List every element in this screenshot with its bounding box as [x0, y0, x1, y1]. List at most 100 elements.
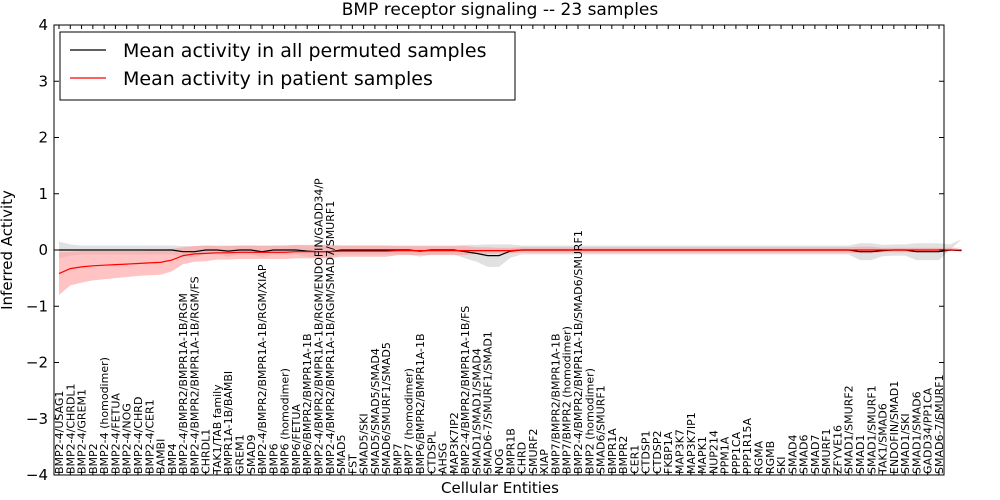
- x-category-label: SMAD1/SMURF2: [843, 385, 856, 474]
- x-category-label: BMP2-4/CER1: [143, 399, 156, 474]
- x-category-label: BMP2 (homodimer): [583, 368, 596, 474]
- x-category-label: SMAD6/SMURF1/SMAD5: [380, 342, 393, 474]
- x-category-label: BMP2-4/BMPR2/BMPR1A-1B/FS: [459, 306, 472, 474]
- x-category-label: BMPR1B: [504, 428, 517, 474]
- x-category-label: BMP2-4/BMPR2/BMPR1A-1B/SMAD6/SMURF1: [572, 230, 585, 474]
- x-category-label: BMP2-4 (homodimer): [98, 357, 111, 474]
- x-category-label: MAP3K7IP1: [685, 412, 698, 474]
- x-category-label: BMP7: [392, 443, 405, 474]
- x-category-label: SMAD6: [798, 435, 811, 474]
- plot-frame: [53, 24, 945, 476]
- x-category-label: CHRDL1: [200, 429, 213, 474]
- x-category-label: MAP3K7: [674, 429, 687, 474]
- legend-box: [59, 31, 516, 101]
- confidence-bands: [59, 239, 962, 295]
- x-category-label: BMPR1A: [606, 428, 619, 474]
- x-category-label: BMP2-4/BMPR2/BMPR1A-1B/RGM/SMAD7/SMURF1: [324, 201, 337, 474]
- x-category-label: SMAD5/SKI: [358, 413, 371, 474]
- x-category-label: SMURF2: [527, 429, 540, 475]
- y-tick-label: −2: [26, 354, 48, 372]
- y-axis-label: Inferred Activity: [0, 190, 16, 310]
- x-category-label: SMAD6/SMURF1: [595, 385, 608, 474]
- legend: Mean activity in all permuted samples Me…: [59, 31, 516, 101]
- x-category-label: BMP7 (homodimer): [403, 368, 416, 474]
- x-axis: BMP2-4/USAG1BMP2-4/CHRDL1BMP2-4/GREM1BMP…: [53, 25, 946, 475]
- x-category-label: NUP214: [707, 430, 720, 474]
- x-category-label: PPP1CA: [730, 431, 743, 474]
- y-axis: −4 −3 −2 −1 0 1 2 3 4: [26, 16, 944, 484]
- x-category-label: SMAD4: [786, 435, 799, 474]
- x-category-label: BMP2-4/USAG1: [53, 391, 66, 474]
- x-category-label: SKI: [775, 457, 788, 474]
- x-category-label: FST: [346, 454, 359, 474]
- x-category-label: SMAD6-7/SMURF1: [933, 374, 946, 474]
- series-lines: [58, 249, 962, 275]
- x-category-label: SMAD7: [809, 435, 822, 474]
- x-category-label: BMP2-4/CHRD: [132, 397, 145, 474]
- x-category-label: SMAD1/SMAD1/SMAD4: [470, 348, 483, 474]
- y-tick-label: 4: [38, 16, 48, 34]
- x-category-label: BMP6 (homodimer): [279, 368, 292, 474]
- x-category-label: BMP2-4/BMPR2/BMPR1A-1B/RGM: [177, 293, 190, 474]
- y-tick-label: 3: [38, 72, 48, 90]
- x-category-label: GREM1: [234, 434, 247, 474]
- x-category-label: ZFYVE16: [832, 425, 845, 474]
- x-category-label: SMAD1/SKI: [899, 413, 912, 474]
- line-patient: [58, 249, 962, 275]
- x-category-label: BMP2-4/BMPR2/BMPR1A-1B/RGM/XIAP: [256, 264, 269, 474]
- x-category-label: BAMBI: [155, 439, 168, 474]
- x-category-label: BMP6/BMPR2/BMPR1A-1B: [301, 333, 314, 474]
- x-category-label: BMP6/FETUA: [290, 404, 303, 474]
- x-category-label: RGMB: [764, 441, 777, 474]
- x-category-label: SMAD5: [335, 435, 348, 474]
- x-category-label: ENDOFIN/SMAD1: [888, 381, 901, 474]
- x-category-label: CTDSPL: [425, 431, 438, 474]
- x-category-label: BMP2: [87, 443, 100, 474]
- x-category-label: SMAD1/SMURF1: [865, 385, 878, 474]
- x-category-label: SMURF1: [820, 429, 833, 475]
- x-category-label: PPP1R15A: [741, 417, 754, 474]
- x-category-label: BMP2-4/GREM1: [76, 389, 89, 474]
- x-category-label: XIAP: [538, 449, 551, 474]
- y-tick-label: −3: [26, 410, 48, 428]
- x-category-label: CTDSP2: [651, 431, 664, 474]
- y-tick-label: 1: [38, 185, 48, 203]
- x-category-label: AHSG: [437, 443, 450, 474]
- band-patient: [59, 244, 962, 295]
- x-category-label: BMP2-4/CHRDL1: [64, 383, 77, 474]
- x-category-label: NOG: [493, 449, 506, 474]
- x-category-label: MAP3K7IP2: [448, 412, 461, 474]
- y-tick-label: −1: [26, 297, 48, 315]
- x-category-label: TAK1/TAB family: [211, 384, 224, 475]
- x-category-label: SMAD5/SMAD5/SMAD4: [369, 348, 382, 474]
- x-category-label: RGMA: [753, 440, 766, 474]
- x-category-label: BMP2-4/BMPR2/BMPR1A-1B/RGM/ENDOFIN/GADD3…: [313, 178, 326, 474]
- x-category-label: TAK1/SMAD6: [877, 403, 890, 475]
- x-category-label: FKBP1A: [662, 431, 675, 474]
- x-category-label: BMP2-4/NOG: [121, 403, 134, 474]
- x-category-label: BMP6: [267, 443, 280, 474]
- x-category-label: PPM1A: [719, 436, 732, 474]
- x-category-label: BMP6/BMPR2/BMPR1A-1B: [414, 333, 427, 474]
- legend-entry-permuted: Mean activity in all permuted samples: [123, 40, 486, 62]
- x-category-label: BMP2-4/FETUA: [109, 393, 122, 474]
- x-category-label: BMPR2: [617, 436, 630, 474]
- y-tick-label: 2: [38, 129, 48, 147]
- x-category-label: SMAD1/SMAD6: [910, 391, 923, 474]
- y-tick-label: −4: [26, 466, 48, 484]
- x-category-label: BMP7/BMPR2 (homodimer): [561, 326, 574, 474]
- x-category-label: MAPK1: [696, 436, 709, 474]
- y-tick-label: 0: [38, 241, 48, 259]
- x-category-label: SMAD1: [854, 435, 867, 474]
- x-category-label: CTDSP1: [640, 431, 653, 474]
- legend-entry-patient: Mean activity in patient samples: [123, 68, 433, 90]
- x-category-label: SMAD9: [245, 435, 258, 474]
- x-category-label: BMPR1A-1B/BAMBI: [222, 371, 235, 474]
- x-category-label: CER1: [628, 445, 641, 474]
- x-category-label: BMP4: [166, 443, 179, 474]
- x-category-label: BMP2-4/BMPR2/BMPR1A-1B/RGM/FS: [188, 276, 201, 474]
- x-category-label: BMP7/BMPR2/BMPR1A-1B: [549, 333, 562, 474]
- x-category-label: SMAD6-7/SMURF1/SMAD1: [482, 331, 495, 474]
- chart-title: BMP receptor signaling -- 23 samples: [342, 0, 659, 20]
